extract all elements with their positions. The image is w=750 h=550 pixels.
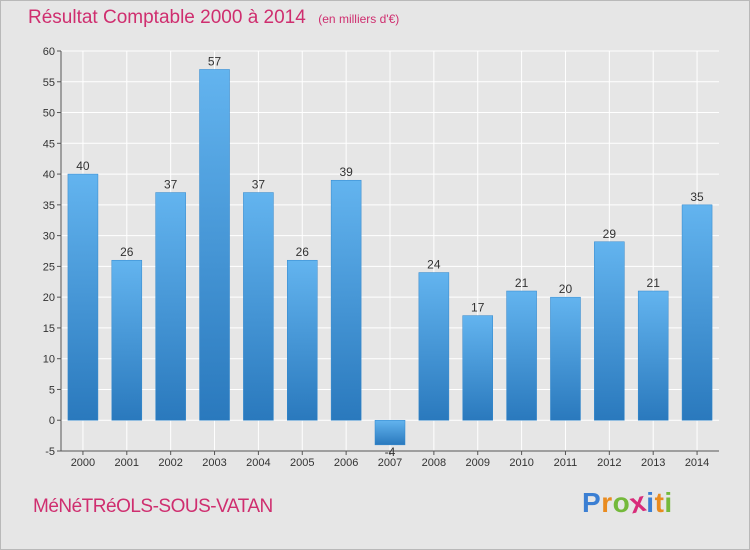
axes	[57, 50, 719, 455]
y-tick-label: -5	[45, 446, 55, 458]
x-tick-label: 2011	[554, 457, 578, 469]
x-tick-label: 2012	[597, 457, 621, 469]
y-tick-label: 55	[43, 77, 55, 89]
y-tick-label: 40	[43, 169, 55, 181]
bar-2005	[287, 259, 318, 421]
x-tick-label: 2014	[685, 457, 709, 469]
y-tick-label: 45	[43, 138, 55, 150]
bar-2011	[550, 296, 581, 421]
data-label: 17	[471, 301, 485, 315]
bar-2001	[111, 259, 143, 421]
data-label: 37	[164, 178, 178, 192]
data-label: 21	[515, 276, 529, 290]
x-tick-label: 2007	[378, 457, 402, 469]
y-tick-label: 15	[43, 323, 55, 335]
logo-letter: t	[654, 487, 665, 518]
bar-2007	[374, 419, 406, 446]
bar-2008	[418, 272, 450, 421]
y-tick-label: 60	[43, 46, 55, 58]
bar-2014	[681, 204, 713, 421]
data-label: 57	[208, 54, 222, 68]
data-label: 40	[76, 159, 90, 173]
data-label: 26	[296, 245, 310, 259]
logo-letter: i	[664, 487, 673, 518]
title-row: Résultat Comptable 2000 à 2014 (en milli…	[28, 7, 399, 29]
y-tick-label: 50	[43, 108, 55, 120]
logo-letter: o	[612, 487, 631, 518]
bar-2003	[199, 69, 230, 421]
data-label: 29	[603, 227, 617, 241]
commune-name: MéNéTRéOLS-SOUS-VATAN	[33, 496, 273, 517]
chart-title: Résultat Comptable 2000 à 2014	[28, 7, 306, 28]
data-label: 24	[427, 258, 441, 272]
labels-group: -5 0 5 10 15 20 25 30 35 40 45 50 55 60 2000 40 2001 26 20…	[43, 46, 710, 469]
logo-letter: r	[601, 487, 613, 518]
bar-2010	[506, 290, 537, 421]
bar-2000	[67, 173, 99, 421]
x-tick-label: 2006	[334, 457, 358, 469]
bars-group	[67, 69, 713, 446]
x-tick-label: 2001	[115, 457, 139, 469]
y-tick-label: 35	[43, 200, 55, 212]
data-label: 37	[252, 178, 266, 192]
data-label: 26	[120, 245, 134, 259]
data-label: 21	[647, 276, 661, 290]
bar-2006	[330, 179, 362, 421]
x-tick-label: 2004	[246, 457, 270, 469]
data-label: -4	[385, 445, 396, 459]
x-tick-label: 2010	[509, 457, 533, 469]
x-tick-label: 2000	[71, 457, 95, 469]
x-tick-label: 2009	[465, 457, 489, 469]
y-tick-label: 10	[43, 354, 55, 366]
proxiti-logo: Proxiti	[582, 486, 673, 520]
bar-2012	[594, 241, 625, 421]
bar-2013	[637, 290, 669, 421]
chart-subtitle: (en milliers d'€)	[318, 12, 400, 26]
x-tick-label: 2013	[641, 457, 665, 469]
x-tick-label: 2002	[158, 457, 182, 469]
data-label: 39	[339, 165, 353, 179]
x-tick-label: 2005	[290, 457, 314, 469]
x-tick-label: 2008	[422, 457, 446, 469]
data-label: 20	[559, 282, 573, 296]
data-label: 35	[690, 190, 704, 204]
x-tick-label: 2003	[202, 457, 226, 469]
y-tick-label: 25	[43, 261, 55, 273]
y-tick-label: 0	[49, 415, 55, 427]
bar-2002	[155, 192, 186, 421]
y-tick-label: 5	[49, 384, 55, 396]
bar-2009	[462, 315, 493, 421]
logo-letter: i	[646, 487, 655, 518]
y-tick-label: 30	[43, 231, 55, 243]
bar-2004	[243, 192, 274, 421]
y-tick-label: 20	[43, 292, 55, 304]
logo-letter: P	[582, 487, 602, 518]
